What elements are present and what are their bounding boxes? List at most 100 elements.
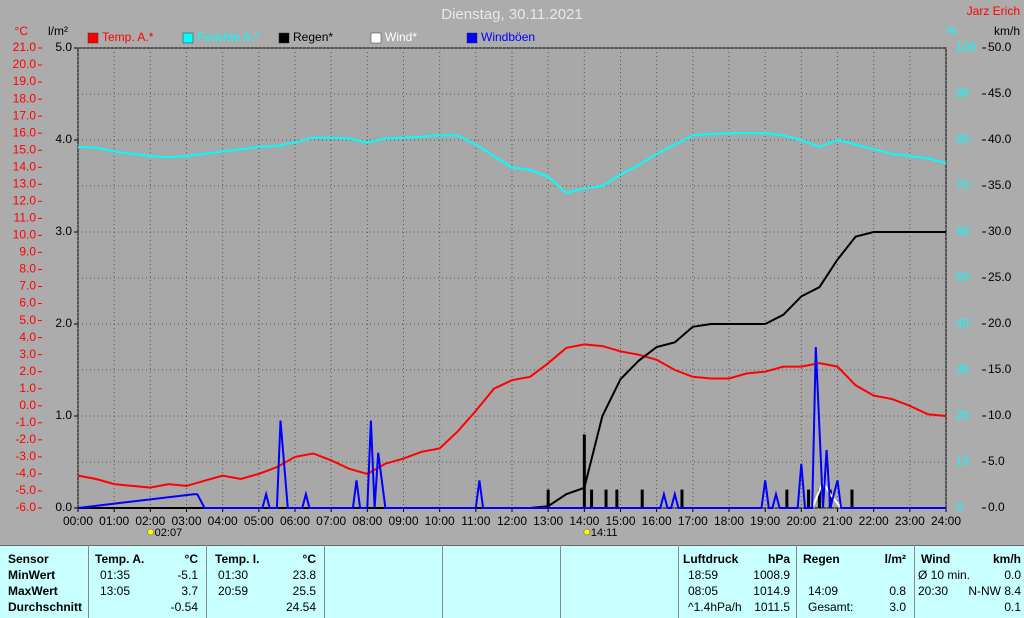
table-cell: 0.1	[1004, 600, 1021, 614]
x-tick-label: 08:00	[352, 514, 382, 528]
y4-tick-label: 15.0	[988, 362, 1012, 376]
legend-label: Windböen	[481, 30, 535, 44]
y-tick-label: 16.0	[13, 125, 37, 139]
table-cell: -0.54	[171, 600, 199, 614]
rain-bar	[850, 489, 854, 508]
y3-tick-label: 60	[956, 224, 970, 238]
y2-tick-label: 0.0	[55, 500, 72, 514]
y-tick-label: 18.0	[13, 91, 37, 105]
plot-area	[77, 47, 947, 509]
y3-unit: %	[947, 24, 958, 38]
table-header: °C	[185, 552, 199, 566]
legend-label: Regen*	[293, 30, 333, 44]
y4-tick-label: 5.0	[988, 454, 1005, 468]
y4-tick-label: 0.0	[988, 500, 1005, 514]
series-line	[77, 132, 947, 195]
x-tick-label: 05:00	[244, 514, 274, 528]
y-tick-label: 8.0	[19, 262, 36, 276]
y-tick-label: 5.0	[19, 313, 36, 327]
y2-tick-label: 3.0	[55, 224, 72, 238]
annotation: 14:11	[591, 527, 618, 539]
y3-tick-label: 70	[956, 178, 970, 192]
rain-bar	[680, 489, 684, 508]
y-tick-label: 1.0	[19, 381, 36, 395]
y4-tick-label: 20.0	[988, 316, 1012, 330]
legend-swatch	[278, 32, 290, 44]
table-cell: 08:05	[688, 584, 718, 598]
row-label: MaxWert	[8, 584, 58, 598]
row-label: MinWert	[8, 568, 55, 582]
y3-tick-label: 80	[956, 132, 970, 146]
x-tick-label: 10:00	[425, 514, 455, 528]
row-label: Durchschnitt	[8, 600, 82, 614]
legend-swatch	[182, 32, 194, 44]
table-cell: 1011.5	[754, 600, 790, 614]
y3-tick-label: 30	[956, 362, 970, 376]
table-header: °C	[303, 552, 317, 566]
y-tick-label: 0.0	[19, 398, 36, 412]
table-cell: 1008.9	[753, 568, 790, 582]
table-cell: 3.0	[889, 600, 906, 614]
y3-tick-label: 40	[956, 316, 970, 330]
legend-label: Temp. A.*	[102, 30, 154, 44]
table-cell: Gesamt:	[808, 600, 853, 614]
y2-tick-label: 5.0	[55, 40, 72, 54]
y3-tick-label: 90	[956, 86, 970, 100]
x-tick-label: 14:00	[569, 514, 599, 528]
x-tick-label: 09:00	[388, 514, 418, 528]
legend-label: Feuchte A.*	[197, 30, 259, 44]
legend-swatch	[466, 32, 478, 44]
table-cell: N-NW 8.4	[968, 584, 1021, 598]
table-cell: 13:05	[100, 584, 130, 598]
x-tick-label: 15:00	[605, 514, 635, 528]
y-tick-label: 6.0	[19, 296, 36, 310]
y-tick-label: 10.0	[13, 228, 37, 242]
x-tick-label: 01:00	[99, 514, 129, 528]
legend-label: Wind*	[385, 30, 417, 44]
y-tick-label: 4.0	[19, 330, 36, 344]
table-cell: 23.8	[293, 568, 317, 582]
y-tick-label: 15.0	[13, 142, 37, 156]
table-header: km/h	[993, 552, 1021, 566]
y3-tick-label: 20	[956, 408, 970, 422]
table-cell: 01:35	[100, 568, 130, 582]
y-tick-label: -3.0	[15, 449, 36, 463]
table-cell: ^1.4hPa/h	[688, 600, 742, 614]
table-header: Wind	[921, 552, 950, 566]
y-tick-label: -6.0	[15, 500, 36, 514]
x-tick-label: 03:00	[171, 514, 201, 528]
y2-tick-label: 4.0	[55, 132, 72, 146]
y-tick-label: 14.0	[13, 159, 37, 173]
rain-bar	[640, 489, 644, 508]
x-tick-label: 02:00	[135, 514, 165, 528]
rain-bar	[785, 489, 789, 508]
table-cell: 25.5	[293, 584, 317, 598]
x-tick-label: 19:00	[750, 514, 780, 528]
sun-icon	[583, 528, 591, 536]
y4-tick-label: 30.0	[988, 224, 1012, 238]
table-cell: Ø 10 min.	[918, 568, 970, 582]
table-cell: -5.1	[177, 568, 198, 582]
table-cell: 18:59	[688, 568, 718, 582]
x-tick-label: 21:00	[822, 514, 852, 528]
x-tick-label: 18:00	[714, 514, 744, 528]
rain-bar	[807, 489, 811, 508]
y-tick-label: 17.0	[13, 108, 37, 122]
annotation: 02:07	[155, 527, 183, 539]
y4-tick-label: 45.0	[988, 86, 1012, 100]
rain-bar	[582, 434, 586, 508]
y3-tick-label: 10	[956, 454, 970, 468]
rain-bar	[590, 489, 594, 508]
table-header: Sensor	[8, 552, 49, 566]
y4-tick-label: 40.0	[988, 132, 1012, 146]
x-tick-label: 11:00	[461, 514, 490, 528]
table-cell: 20:59	[218, 584, 248, 598]
x-tick-label: 04:00	[208, 514, 238, 528]
x-tick-label: 06:00	[280, 514, 310, 528]
author: Jarz Erich	[967, 4, 1020, 18]
x-tick-label: 23:00	[895, 514, 925, 528]
x-tick-label: 22:00	[859, 514, 889, 528]
x-tick-label: 13:00	[533, 514, 563, 528]
y-tick-label: -1.0	[15, 415, 36, 429]
